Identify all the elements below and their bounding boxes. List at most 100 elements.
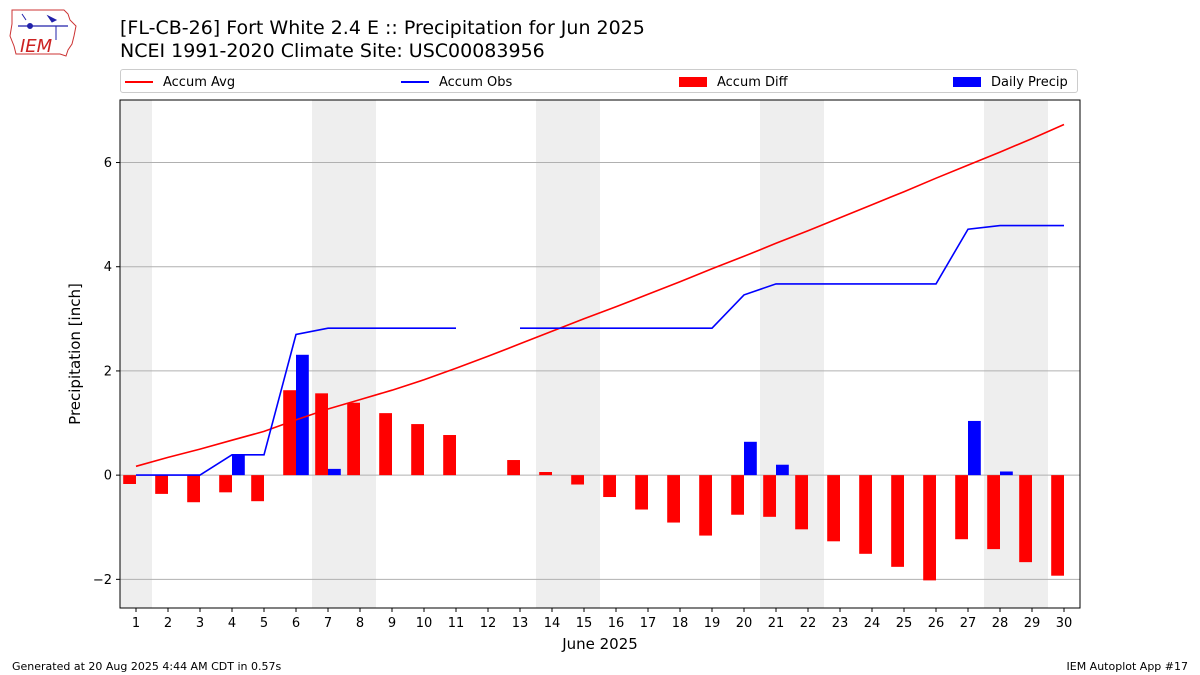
xtick-label-7: 7 (324, 616, 332, 631)
iem-logo: IEM (9, 9, 77, 57)
bar-daily-precip-day-27 (968, 420, 981, 476)
xtick-label-25: 25 (896, 616, 913, 631)
chart-title: [FL-CB-26] Fort White 2.4 E :: Precipita… (120, 17, 645, 39)
bar-accum-diff-day-19 (699, 475, 712, 536)
legend-item-accum-diff: Accum Diff (679, 70, 788, 94)
generated-timestamp: Generated at 20 Aug 2025 4:44 AM CDT in … (12, 660, 282, 673)
bar-accum-diff-day-1 (123, 475, 136, 484)
legend-swatch-accum-obs (401, 81, 429, 83)
xtick-label-12: 12 (480, 616, 497, 631)
bar-accum-diff-day-8 (347, 402, 360, 476)
bar-daily-precip-day-21 (776, 464, 789, 476)
xtick-label-28: 28 (992, 616, 1009, 631)
ytick-label-1: 0 (104, 469, 112, 484)
ytick-label-2: 2 (104, 364, 112, 379)
legend-swatch-accum-diff (679, 77, 707, 87)
legend-item-accum-avg: Accum Avg (125, 70, 235, 94)
legend-label-daily-precip: Daily Precip (991, 74, 1068, 90)
bar-accum-diff-day-20 (731, 475, 744, 515)
xtick-label-30: 30 (1056, 616, 1073, 631)
legend-item-accum-obs: Accum Obs (401, 70, 512, 94)
legend-swatch-daily-precip (953, 77, 981, 87)
xtick-label-8: 8 (356, 616, 364, 631)
ytick-label-4: 6 (104, 156, 112, 171)
bar-accum-diff-day-7 (315, 393, 328, 476)
xtick-label-22: 22 (800, 616, 817, 631)
xtick-label-21: 21 (768, 616, 785, 631)
xtick-label-23: 23 (832, 616, 849, 631)
xtick-label-6: 6 (292, 616, 300, 631)
bar-daily-precip-day-28 (1000, 471, 1013, 476)
x-axis-label: June 2025 (561, 635, 638, 653)
xtick-label-3: 3 (196, 616, 204, 631)
app-credit: IEM Autoplot App #17 (1066, 660, 1189, 673)
bar-accum-diff-day-10 (411, 424, 424, 476)
bar-daily-precip-day-7 (328, 468, 341, 476)
xtick-label-24: 24 (864, 616, 881, 631)
bar-accum-diff-day-24 (859, 475, 872, 554)
bar-accum-diff-day-27 (955, 475, 968, 540)
xtick-label-16: 16 (608, 616, 625, 631)
bar-accum-diff-day-21 (763, 475, 776, 517)
xtick-label-10: 10 (416, 616, 433, 631)
xtick-label-2: 2 (164, 616, 172, 631)
weekend-band-3 (760, 100, 824, 608)
xtick-label-9: 9 (388, 616, 396, 631)
legend-item-daily-precip: Daily Precip (953, 70, 1068, 94)
weekend-band-1 (312, 100, 376, 608)
bar-daily-precip-day-20 (744, 441, 757, 476)
xtick-label-4: 4 (228, 616, 236, 631)
bar-accum-diff-day-23 (827, 475, 840, 542)
plot-frame (119, 99, 1081, 609)
legend: Accum Avg Accum Obs Accum Diff Daily Pre… (120, 69, 1078, 93)
bar-accum-diff-day-4 (219, 475, 232, 493)
xtick-label-27: 27 (960, 616, 977, 631)
weekend-band-2 (536, 100, 600, 608)
bar-accum-diff-day-17 (635, 475, 648, 510)
bar-accum-diff-day-26 (923, 475, 936, 581)
bar-accum-diff-day-29 (1019, 475, 1032, 563)
legend-label-accum-avg: Accum Avg (163, 74, 236, 90)
iowa-state-outline (9, 9, 77, 57)
xtick-label-13: 13 (512, 616, 529, 631)
bar-accum-diff-day-22 (795, 475, 808, 530)
chart-subtitle: NCEI 1991-2020 Climate Site: USC00083956 (120, 40, 545, 62)
bar-accum-diff-day-2 (155, 475, 168, 494)
xtick-label-19: 19 (704, 616, 721, 631)
ytick-label-3: 4 (104, 260, 112, 275)
legend-label-accum-obs: Accum Obs (439, 74, 513, 90)
bar-accum-diff-day-5 (251, 475, 264, 502)
xtick-label-17: 17 (640, 616, 657, 631)
xtick-label-18: 18 (672, 616, 689, 631)
line-accum-obs-segment-0 (136, 327, 456, 476)
bar-accum-diff-day-18 (667, 475, 680, 523)
legend-swatch-accum-avg (125, 81, 153, 83)
line-accum-avg-segment-0 (135, 123, 1065, 468)
xtick-label-11: 11 (448, 616, 465, 631)
bar-accum-diff-day-30 (1051, 475, 1064, 576)
weekend-band-0 (120, 100, 152, 608)
bar-accum-diff-day-9 (379, 413, 392, 476)
logo-text: IEM (20, 36, 53, 57)
xtick-label-5: 5 (260, 616, 268, 631)
ytick-label-0: −2 (93, 573, 112, 588)
xtick-label-26: 26 (928, 616, 945, 631)
bar-accum-diff-day-11 (443, 435, 456, 476)
line-accum-obs-segment-1 (520, 224, 1064, 330)
bar-daily-precip-day-6 (296, 354, 309, 476)
bar-accum-diff-day-13 (507, 460, 520, 476)
xtick-label-15: 15 (576, 616, 593, 631)
xtick-label-14: 14 (544, 616, 561, 631)
bar-accum-diff-day-25 (891, 475, 904, 567)
xtick-label-29: 29 (1024, 616, 1041, 631)
xtick-label-1: 1 (132, 616, 140, 631)
weather-station-icon (18, 13, 68, 40)
legend-label-accum-diff: Accum Diff (717, 74, 788, 90)
bar-accum-diff-day-6 (283, 390, 296, 476)
bar-accum-diff-day-28 (987, 475, 1000, 550)
bar-daily-precip-day-4 (232, 454, 245, 476)
bar-accum-diff-day-3 (187, 475, 200, 503)
bar-accum-diff-day-15 (571, 475, 584, 485)
bar-accum-diff-day-16 (603, 475, 616, 498)
